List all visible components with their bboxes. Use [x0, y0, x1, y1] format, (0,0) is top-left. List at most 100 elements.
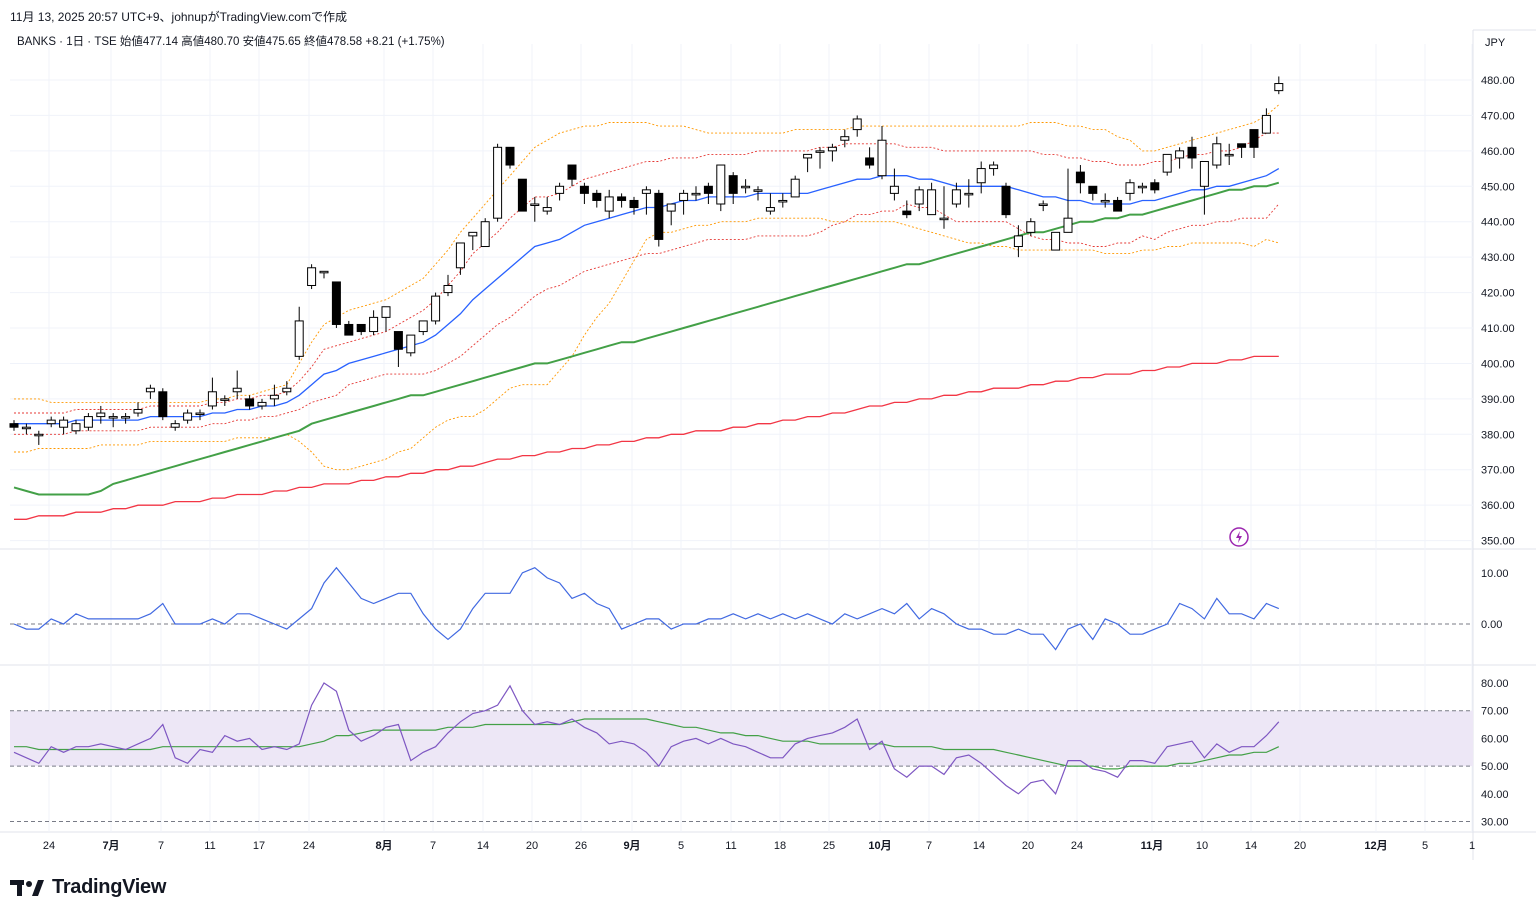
candle-body[interactable] — [679, 192, 689, 201]
candle-body[interactable] — [976, 168, 986, 184]
candle-body[interactable] — [666, 203, 676, 212]
tradingview-logo[interactable]: TradingView — [10, 876, 166, 899]
candle-body[interactable] — [369, 316, 379, 333]
candle-body[interactable] — [1137, 185, 1147, 189]
candle-body[interactable] — [1274, 83, 1284, 92]
candle-body[interactable] — [207, 391, 217, 407]
candle-body[interactable] — [1125, 182, 1135, 194]
candle-body[interactable] — [517, 178, 527, 212]
candle-body[interactable] — [951, 189, 961, 205]
candle-body[interactable] — [716, 164, 726, 205]
candle-body[interactable] — [245, 398, 255, 407]
candle-body[interactable] — [232, 387, 242, 393]
candle-body[interactable] — [183, 412, 193, 421]
candle-body[interactable] — [641, 189, 651, 194]
candle-body[interactable] — [1100, 199, 1110, 203]
candle-body[interactable] — [480, 221, 490, 248]
candle-body[interactable] — [282, 387, 292, 393]
candle-body[interactable] — [455, 242, 465, 269]
candle-body[interactable] — [778, 199, 788, 203]
candle-body[interactable] — [145, 387, 155, 393]
candle-body[interactable] — [108, 416, 118, 419]
candle-body[interactable] — [728, 175, 738, 194]
candle-body[interactable] — [418, 320, 428, 333]
candle-body[interactable] — [1237, 143, 1247, 148]
candle-body[interactable] — [790, 178, 800, 198]
candle-body[interactable] — [840, 136, 850, 141]
candle-body[interactable] — [195, 412, 205, 416]
candle-body[interactable] — [158, 391, 168, 418]
candle-body[interactable] — [319, 270, 329, 274]
candle-body[interactable] — [468, 231, 478, 237]
candle-body[interactable] — [530, 203, 540, 207]
candle-body[interactable] — [827, 146, 837, 152]
candle-body[interactable] — [96, 412, 106, 418]
candle-body[interactable] — [592, 192, 602, 201]
candle-body[interactable] — [1051, 231, 1061, 251]
candle-body[interactable] — [220, 398, 230, 401]
candle-body[interactable] — [1038, 203, 1048, 207]
candle-body[interactable] — [914, 189, 924, 205]
candle-body[interactable] — [815, 150, 825, 153]
candle-body[interactable] — [1075, 171, 1085, 184]
candle-body[interactable] — [889, 185, 899, 194]
candle-body[interactable] — [555, 185, 565, 194]
candle-body[interactable] — [431, 295, 441, 322]
candle-body[interactable] — [406, 334, 416, 354]
candle-body[interactable] — [765, 207, 775, 212]
candle-body[interactable] — [1175, 150, 1185, 159]
candle-body[interactable] — [493, 146, 503, 219]
candle-body[interactable] — [691, 192, 701, 196]
candle-body[interactable] — [741, 185, 751, 189]
candle-body[interactable] — [34, 433, 44, 437]
candle-body[interactable] — [1013, 235, 1023, 248]
candle-body[interactable] — [344, 323, 354, 336]
candle-body[interactable] — [1199, 160, 1209, 187]
candle-body[interactable] — [877, 139, 887, 177]
candle-body[interactable] — [1187, 146, 1197, 159]
candle-body[interactable] — [703, 185, 713, 194]
candle-body[interactable] — [753, 189, 763, 192]
candle-body[interactable] — [1001, 185, 1011, 216]
candle-body[interactable] — [170, 423, 180, 428]
candle-body[interactable] — [83, 416, 93, 428]
candle-body[interactable] — [902, 210, 912, 216]
candle-body[interactable] — [567, 164, 577, 180]
candle-body[interactable] — [629, 199, 639, 209]
candle-body[interactable] — [579, 185, 589, 194]
candle-body[interactable] — [1162, 153, 1172, 173]
candle-body[interactable] — [1261, 114, 1271, 134]
candle-body[interactable] — [604, 196, 614, 212]
candle-body[interactable] — [1113, 199, 1123, 212]
candle-body[interactable] — [46, 419, 56, 425]
candle-body[interactable] — [257, 401, 267, 407]
candle-body[interactable] — [654, 192, 664, 240]
candle-body[interactable] — [133, 408, 143, 414]
candle-body[interactable] — [852, 118, 862, 131]
candle-body[interactable] — [1150, 182, 1160, 191]
candle-body[interactable] — [1249, 129, 1259, 148]
candle-body[interactable] — [939, 217, 949, 221]
candle-body[interactable] — [71, 423, 81, 432]
candle-body[interactable] — [9, 423, 19, 428]
candle-body[interactable] — [964, 192, 974, 196]
candle-body[interactable] — [307, 267, 317, 286]
candle-body[interactable] — [1063, 217, 1073, 233]
candle-body[interactable] — [294, 320, 304, 357]
candle-body[interactable] — [927, 189, 937, 216]
candle-body[interactable] — [381, 306, 391, 318]
candle-body[interactable] — [1212, 143, 1222, 166]
candle-body[interactable] — [269, 394, 279, 400]
candle-body[interactable] — [989, 164, 999, 170]
candle-body[interactable] — [443, 284, 453, 294]
candle-body[interactable] — [617, 196, 627, 201]
candle-body[interactable] — [505, 146, 515, 166]
candle-body[interactable] — [59, 419, 69, 428]
candle-body[interactable] — [356, 323, 366, 333]
candle-body[interactable] — [21, 426, 31, 430]
candle-body[interactable] — [1224, 153, 1234, 157]
candle-body[interactable] — [1026, 221, 1036, 233]
candle-body[interactable] — [121, 416, 131, 419]
candle-body[interactable] — [865, 157, 875, 166]
candle-body[interactable] — [1088, 185, 1098, 194]
